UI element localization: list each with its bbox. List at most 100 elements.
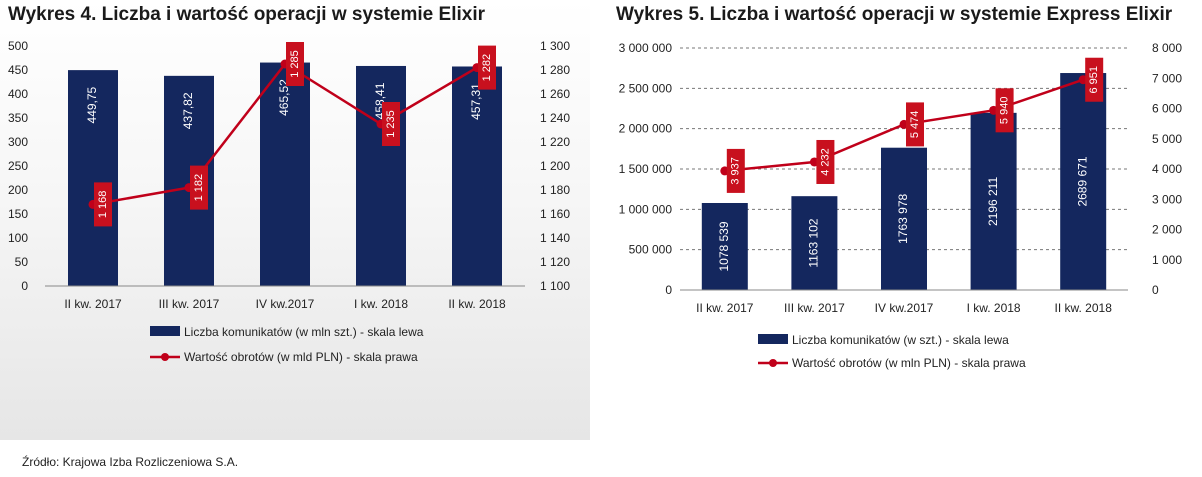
legend-line-marker bbox=[769, 359, 777, 367]
line-label-box bbox=[94, 182, 112, 227]
y-left-tick-label: 0 bbox=[21, 279, 28, 293]
legend-label: Wartość obrotów (w mln PLN) - skala praw… bbox=[792, 356, 1026, 370]
y-left-tick-label: 50 bbox=[15, 255, 29, 269]
y-left-tick-label: 500 000 bbox=[629, 243, 673, 257]
y-left-tick-label: 3 000 000 bbox=[619, 41, 673, 55]
y-right-tick-label: 5 000 bbox=[1152, 132, 1182, 146]
line-value-label: 1 235 bbox=[385, 110, 397, 138]
y-left-tick-label: 1 000 000 bbox=[619, 202, 673, 216]
bar-value-label: 1763 978 bbox=[896, 194, 910, 244]
y-right-tick-label: 0 bbox=[1152, 283, 1159, 297]
chart-title: Wykres 5. Liczba i wartość operacji w sy… bbox=[616, 4, 1173, 25]
chart-express-elixir: 3 000 000 2 500 000 2 000 000 1 500 000 1 00… bbox=[619, 41, 1183, 370]
y-right-tick-label: 1 300 bbox=[540, 39, 570, 53]
y-right-tick-label: 1 120 bbox=[540, 255, 570, 269]
y-right-tick-label: 1 180 bbox=[540, 183, 570, 197]
bar bbox=[701, 202, 748, 290]
category-label: IV kw.2017 bbox=[256, 297, 315, 311]
y-right-tick-label: 1 160 bbox=[540, 207, 570, 221]
line-value-label: 3 937 bbox=[730, 157, 742, 185]
y-right-tick-label: 1 140 bbox=[540, 231, 570, 245]
y-right-tick-label: 1 260 bbox=[540, 87, 570, 101]
category-label: II kw. 2017 bbox=[696, 301, 754, 315]
category-label: I kw. 2018 bbox=[967, 301, 1021, 315]
line-value-label: 1 282 bbox=[481, 54, 493, 82]
chart-panel-express-elixir: Wykres 5. Liczba i wartość operacji w sy… bbox=[608, 0, 1202, 440]
y-right-tick-label: 6 000 bbox=[1152, 102, 1182, 116]
bar bbox=[1060, 73, 1107, 290]
bar-value-label: 1078 539 bbox=[717, 221, 731, 271]
line-label-box bbox=[726, 148, 745, 193]
y-right-tick-label: 3 000 bbox=[1152, 192, 1182, 206]
y-right-tick-label: 1 100 bbox=[540, 279, 570, 293]
line-label-box bbox=[478, 45, 496, 90]
legend-label: Liczba komunikatów (w szt.) - skala lewa bbox=[792, 333, 1009, 347]
line-label-box bbox=[816, 139, 835, 184]
line-label-box bbox=[286, 42, 304, 86]
line-value-label: 1 285 bbox=[289, 50, 301, 78]
y-left-tick-label: 400 bbox=[8, 87, 28, 101]
y-right-tick-label: 7 000 bbox=[1152, 71, 1182, 85]
source-note: Źródło: Krajowa Izba Rozliczeniowa S.A. bbox=[22, 455, 239, 469]
y-right-tick-label: 1 280 bbox=[540, 63, 570, 77]
y-right-tick-label: 8 000 bbox=[1152, 41, 1182, 55]
y-left-tick-label: 2 000 000 bbox=[619, 122, 673, 136]
category-label: III kw. 2017 bbox=[159, 297, 220, 311]
bar bbox=[260, 62, 310, 286]
line-label-box bbox=[1085, 57, 1104, 102]
y-right-tick-label: 1 240 bbox=[540, 111, 570, 125]
y-left-tick-label: 200 bbox=[8, 183, 28, 197]
bar bbox=[68, 70, 118, 287]
category-label: II kw. 2018 bbox=[1055, 301, 1113, 315]
y-left-tick-label: 300 bbox=[8, 135, 28, 149]
line-value-label: 5 474 bbox=[909, 111, 921, 139]
y-right-tick-label: 4 000 bbox=[1152, 162, 1182, 176]
y-right-tick-label: 2 000 bbox=[1152, 223, 1182, 237]
y-right-tick-label: 1 200 bbox=[540, 159, 570, 173]
y-left-tick-label: 500 bbox=[8, 39, 28, 53]
category-label: I kw. 2018 bbox=[354, 297, 408, 311]
chart-panel-elixir: Wykres 4. Liczba i wartość operacji w sy… bbox=[0, 0, 590, 440]
category-label: III kw. 2017 bbox=[784, 301, 845, 315]
category-label: IV kw.2017 bbox=[875, 301, 934, 315]
bar-value-label: 465,52 bbox=[277, 79, 291, 116]
line-value-label: 4 232 bbox=[819, 148, 831, 176]
y-right-tick-label: 1 220 bbox=[540, 135, 570, 149]
legend-bar-swatch bbox=[150, 326, 180, 336]
y-left-tick-label: 150 bbox=[8, 207, 28, 221]
y-left-tick-label: 0 bbox=[665, 283, 672, 297]
line-value-label: 1 168 bbox=[97, 191, 109, 219]
bar bbox=[791, 196, 838, 290]
line-label-box bbox=[190, 165, 208, 210]
line-label-box bbox=[995, 88, 1014, 133]
line-value-label: 6 951 bbox=[1088, 66, 1100, 94]
bar bbox=[970, 112, 1017, 290]
bar-value-label: 2689 671 bbox=[1075, 156, 1089, 206]
line-label-box bbox=[382, 102, 400, 146]
category-label: II kw. 2017 bbox=[64, 297, 122, 311]
bar-value-label: 449,75 bbox=[85, 86, 99, 123]
y-left-tick-label: 450 bbox=[8, 63, 28, 77]
bar-value-label: 457,31 bbox=[469, 83, 483, 120]
bar bbox=[881, 147, 927, 290]
y-right-tick-label: 1 000 bbox=[1152, 253, 1182, 267]
y-left-tick-label: 250 bbox=[8, 159, 28, 173]
y-left-tick-label: 2 500 000 bbox=[619, 81, 673, 95]
y-left-tick-label: 100 bbox=[8, 231, 28, 245]
bar-value-label: 1163 102 bbox=[807, 218, 821, 267]
line-value-label: 1 182 bbox=[193, 174, 205, 202]
legend-label: Liczba komunikatów (w mln szt.) - skala … bbox=[184, 325, 424, 339]
y-left-tick-label: 350 bbox=[8, 111, 28, 125]
category-label: II kw. 2018 bbox=[448, 297, 506, 311]
bar-value-label: 437,82 bbox=[181, 92, 195, 129]
legend-line-marker bbox=[161, 353, 169, 361]
bar-value-label: 2196 211 bbox=[986, 177, 1000, 226]
legend-label: Wartość obrotów (w mld PLN) - skala praw… bbox=[184, 350, 418, 364]
legend-bar-swatch bbox=[758, 334, 788, 344]
line-value-label: 5 940 bbox=[999, 97, 1011, 125]
bar bbox=[452, 66, 502, 286]
line-label-box bbox=[906, 102, 924, 147]
y-left-tick-label: 1 500 000 bbox=[619, 162, 673, 176]
chart-title: Wykres 4. Liczba i wartość operacji w sy… bbox=[8, 4, 485, 25]
